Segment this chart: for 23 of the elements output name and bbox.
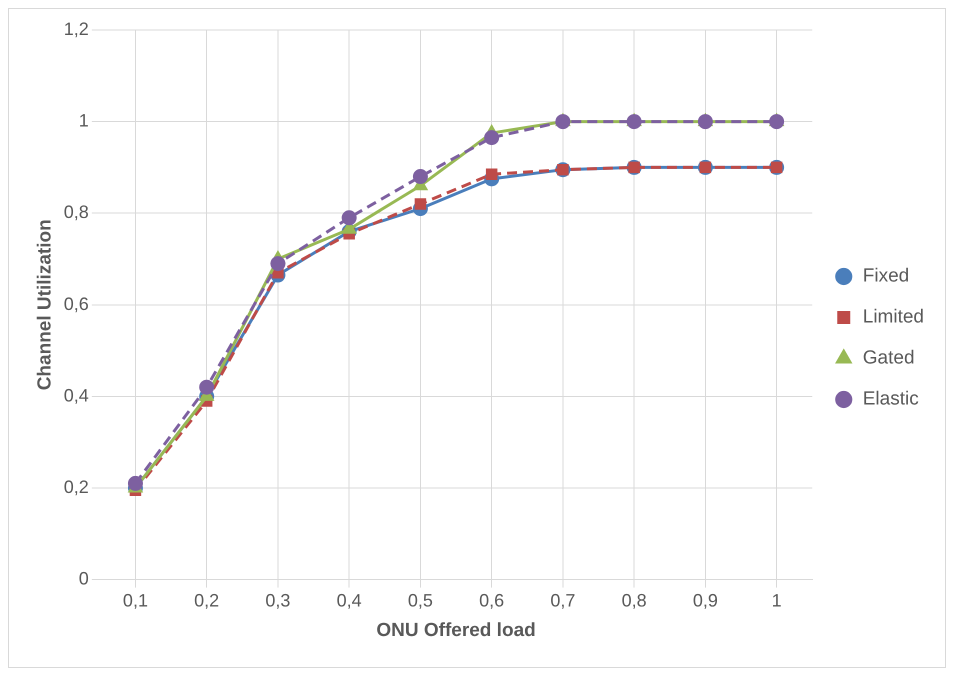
y-tick-label: 0,2 <box>64 476 89 497</box>
x-tick-label: 0,2 <box>194 590 220 610</box>
x-tick-label: 1 <box>772 590 782 610</box>
x-tick-label: 0,3 <box>265 590 290 610</box>
y-tick-label: 0,8 <box>64 202 89 222</box>
legend-label: Elastic <box>862 388 919 410</box>
x-tick-label: 0,8 <box>622 590 647 610</box>
x-tick-label: 0,7 <box>550 590 576 610</box>
y-tick-label: 0 <box>78 568 89 589</box>
x-tick-label: 0,9 <box>692 590 718 610</box>
legend-label: Gated <box>862 348 915 369</box>
legend-label: Fixed <box>862 266 910 287</box>
x-tick-label: 0,4 <box>336 590 362 610</box>
y-tick-label: 0,6 <box>64 294 89 314</box>
y-tick-label: 1,2 <box>64 18 89 39</box>
y-tick-label: 0,4 <box>64 385 89 406</box>
y-axis-title: Channel Utilization <box>34 219 56 390</box>
y-tick-label: 1 <box>78 110 89 131</box>
x-tick-label: 0,6 <box>479 590 504 610</box>
x-tick-label: 0,5 <box>408 590 433 610</box>
x-axis-title: ONU Offered load <box>376 620 536 641</box>
legend-label: Limited <box>862 306 924 328</box>
x-tick-label: 0,1 <box>122 590 148 610</box>
